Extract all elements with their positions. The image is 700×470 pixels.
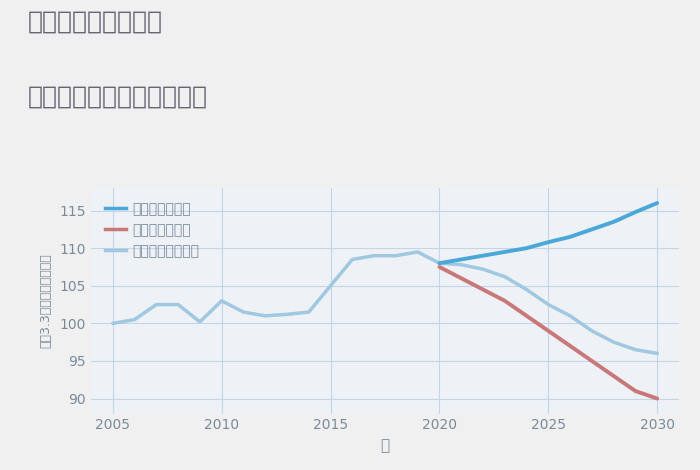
Y-axis label: 坪（3.3㎡）単価（万円）: 坪（3.3㎡）単価（万円） (40, 253, 52, 348)
Legend: グッドシナリオ, バッドシナリオ, ノーマルシナリオ: グッドシナリオ, バッドシナリオ, ノーマルシナリオ (98, 195, 206, 265)
X-axis label: 年: 年 (380, 438, 390, 453)
Text: 岐阜県関市中之保の: 岐阜県関市中之保の (28, 9, 163, 33)
Text: 中古マンションの価格推移: 中古マンションの価格推移 (28, 85, 208, 109)
